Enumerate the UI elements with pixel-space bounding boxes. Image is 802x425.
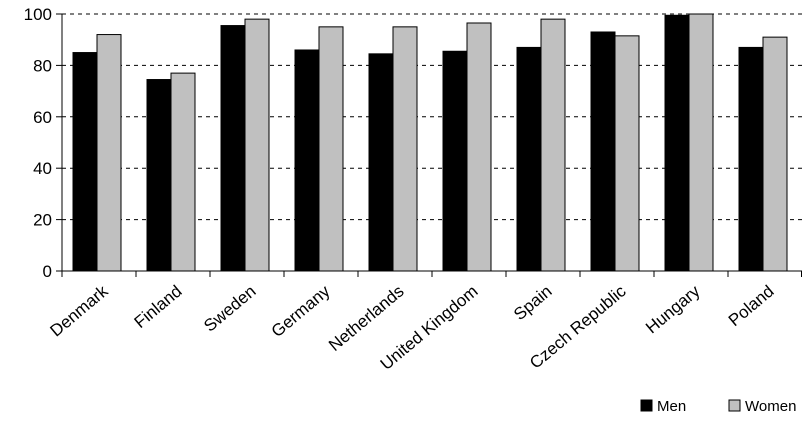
x-category-label: Finland bbox=[131, 282, 186, 332]
x-category-label: Denmark bbox=[47, 281, 112, 340]
y-tick-label: 20 bbox=[33, 211, 52, 230]
bar-men-united-kingdom bbox=[442, 50, 468, 272]
bar-men-czech-republic bbox=[590, 31, 616, 272]
bar-men-finland bbox=[146, 79, 172, 272]
bar-women-united-kingdom bbox=[466, 22, 492, 272]
bar-women-germany bbox=[318, 26, 344, 272]
y-tick-label: 60 bbox=[33, 108, 52, 127]
bars bbox=[72, 13, 788, 272]
bar-women-hungary bbox=[688, 13, 714, 272]
legend-swatch-women bbox=[728, 399, 741, 412]
bar-women-denmark bbox=[96, 34, 122, 272]
x-category-label: Spain bbox=[510, 282, 556, 325]
legend-swatch-men bbox=[640, 399, 653, 412]
bar-men-spain bbox=[516, 46, 542, 272]
axes bbox=[56, 13, 802, 277]
legend-label-women: Women bbox=[745, 398, 796, 415]
y-tick-label: 0 bbox=[43, 262, 52, 281]
bar-women-czech-republic bbox=[614, 35, 640, 272]
bar-women-poland bbox=[762, 36, 788, 272]
bar-men-poland bbox=[738, 46, 764, 272]
y-tick-label: 40 bbox=[33, 159, 52, 178]
bar-men-sweden bbox=[220, 25, 246, 272]
x-category-label: Sweden bbox=[200, 282, 259, 336]
bar-men-germany bbox=[294, 49, 320, 272]
bar-women-spain bbox=[540, 18, 566, 272]
y-tick-label: 100 bbox=[24, 5, 52, 24]
x-category-label: Germany bbox=[268, 281, 334, 341]
bar-men-netherlands bbox=[368, 53, 394, 272]
bar-women-finland bbox=[170, 72, 196, 272]
bar-women-netherlands bbox=[392, 26, 418, 272]
legend: Men Women bbox=[640, 398, 796, 415]
x-category-label: Poland bbox=[725, 282, 778, 331]
bar-men-hungary bbox=[664, 14, 690, 272]
bar-men-denmark bbox=[72, 52, 98, 272]
bar-women-sweden bbox=[244, 18, 270, 272]
legend-label-men: Men bbox=[657, 398, 686, 415]
x-category-label: Hungary bbox=[642, 281, 704, 337]
y-tick-label: 80 bbox=[33, 56, 52, 75]
